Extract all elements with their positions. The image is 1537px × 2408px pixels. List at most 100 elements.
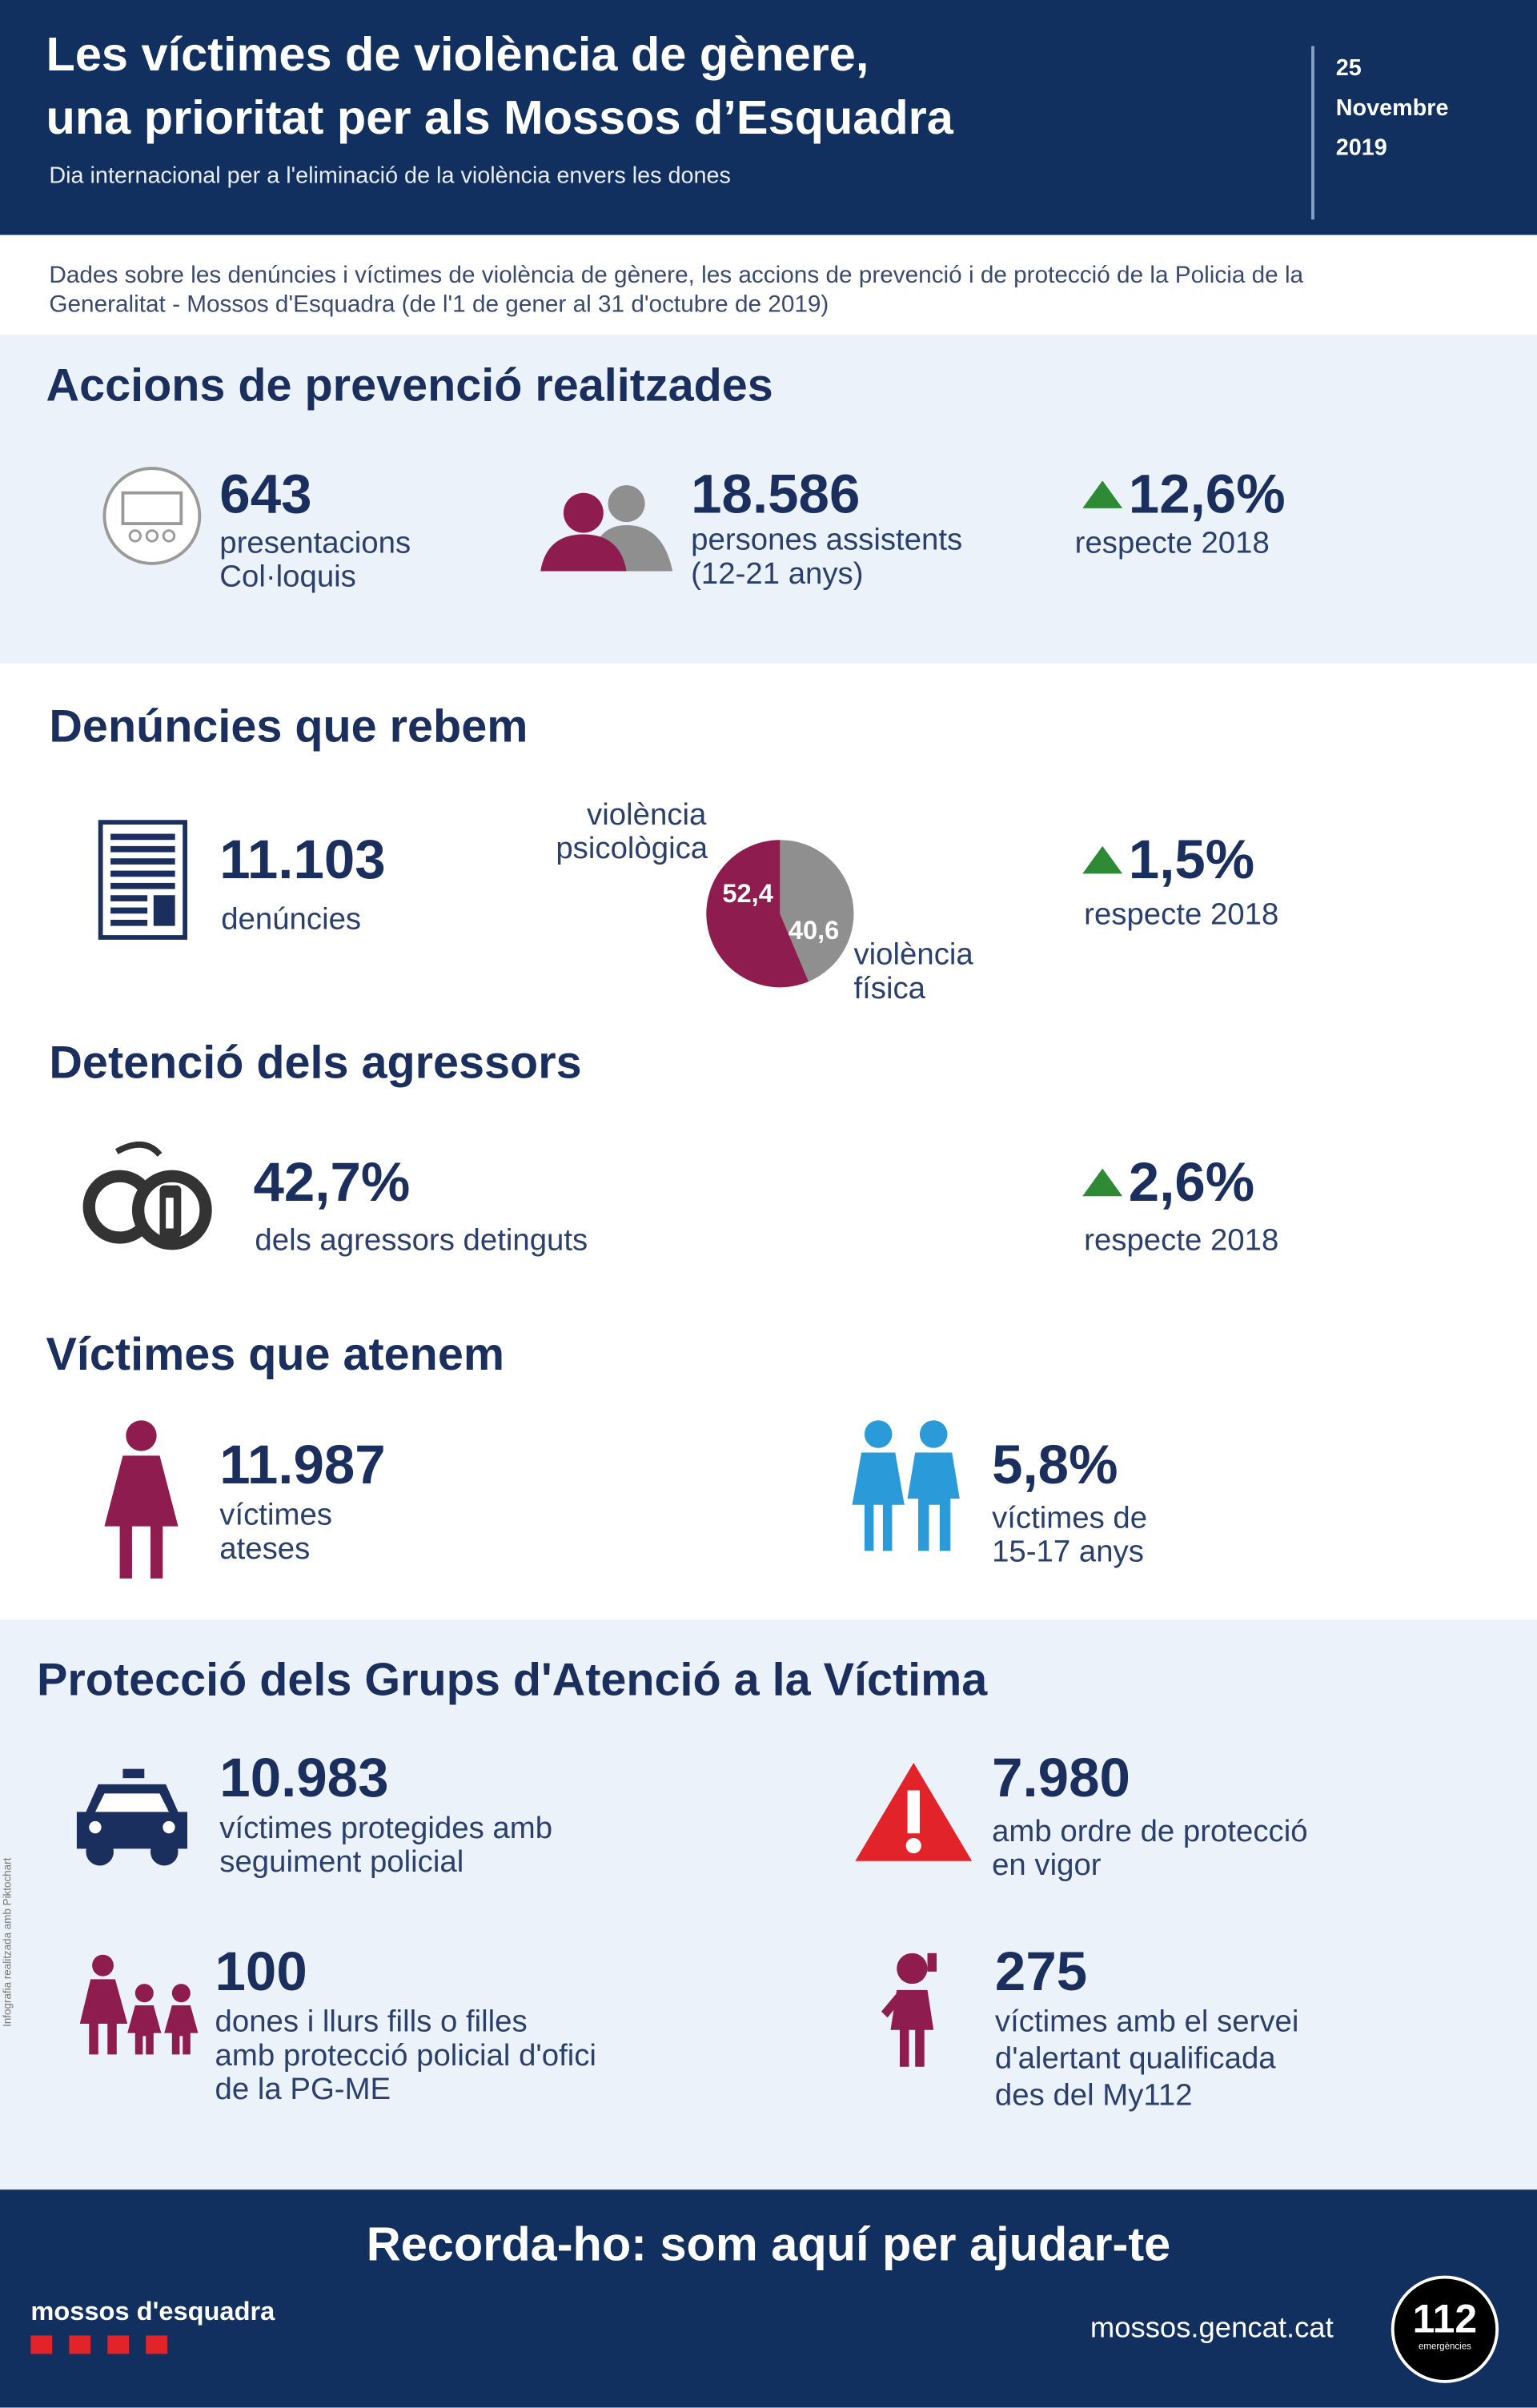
decoration	[881, 1993, 901, 2018]
badge-number: 112	[1412, 2295, 1478, 2342]
woman-icon	[104, 1420, 179, 1579]
decoration	[86, 1837, 114, 1866]
pie-value-label: 52,4	[722, 878, 773, 908]
decoration	[121, 491, 183, 525]
date-line: Novembre	[1335, 94, 1449, 122]
date-line: 25	[1335, 55, 1362, 82]
up-arrow	[1082, 845, 1123, 874]
section-bg	[0, 1619, 1537, 2190]
stat-value: 42,7%	[253, 1150, 411, 1214]
section-heading: Protecció dels Grups d'Atenció a la Víct…	[37, 1655, 988, 1707]
url[interactable]: mossos.gencat.cat	[1090, 2312, 1334, 2345]
pie-slice	[780, 840, 854, 982]
pie-slice	[706, 840, 809, 988]
brand: mossos d'esquadra	[30, 2297, 275, 2326]
pie-label: violència psicològica	[556, 798, 708, 865]
people-icon	[540, 485, 673, 572]
title-line: Les víctimes de violència de gènere,	[46, 27, 869, 82]
stat-value: 2,6%	[1082, 1151, 1254, 1214]
warning-icon	[855, 1762, 973, 1861]
stat-text: persones assistents	[691, 524, 963, 558]
decoration	[608, 485, 645, 523]
decoration	[890, 1989, 934, 2067]
divider	[1311, 46, 1314, 220]
decoration	[110, 907, 148, 914]
decoration	[110, 858, 175, 865]
date: 25 Novembre 2019	[1336, 49, 1449, 169]
decoration	[563, 492, 604, 533]
pie-label-line: violència	[853, 937, 973, 973]
decoration	[110, 845, 175, 853]
stat-value: 12,6%	[1082, 462, 1286, 525]
decoration	[164, 2005, 199, 2055]
decoration	[110, 895, 148, 901]
decoration	[919, 1420, 948, 1448]
handcuffs-icon	[82, 1142, 212, 1250]
stat-text: víctimes amb el servei	[994, 2005, 1299, 2040]
decoration	[927, 1952, 937, 1972]
decoration	[128, 529, 142, 543]
teens-icon	[852, 1420, 960, 1551]
stat-text: respecte 2018	[1074, 526, 1270, 561]
stat-text: víctimes protegides amb	[219, 1812, 553, 1846]
stat-value: 1,5%	[1082, 829, 1254, 891]
decoration	[110, 882, 175, 889]
subtitle: Dia internacional per a l'eliminació de …	[49, 163, 731, 189]
change-value: 1,5%	[1128, 827, 1255, 891]
decoration	[905, 1837, 921, 1854]
decoration	[126, 1420, 157, 1451]
stat-text: denúncies	[221, 902, 362, 937]
credit: Infografia realitzada amb Piktochart	[2, 1857, 14, 2027]
title-line: una prioritat per als Mossos d’Esquadra	[46, 90, 953, 145]
section-heading: Víctimes que atenem	[46, 1330, 505, 1381]
decoration	[852, 1452, 905, 1551]
decoration	[864, 1420, 893, 1448]
phone-woman-icon	[881, 1952, 937, 2067]
section-bg	[0, 335, 1537, 664]
decoration	[92, 1954, 114, 1977]
pie-value-label: 40,6	[789, 915, 839, 945]
pie-label-line: física	[853, 972, 926, 1006]
section-heading: Denúncies que rebem	[49, 701, 528, 752]
stat-text: dels agressors detinguts	[255, 1223, 588, 1258]
stat-text: de la PG-ME	[215, 2073, 391, 2107]
stat-value: 10.983	[219, 1745, 389, 1809]
stat-value: 7.980	[992, 1745, 1130, 1809]
change-value: 12,6%	[1128, 462, 1286, 525]
stat-text: (12-21 anys)	[691, 557, 864, 592]
footer-message: Recorda-ho: som aquí per ajudar-te	[366, 2217, 1171, 2271]
stat-value: 100	[215, 1939, 307, 2003]
decoration	[146, 2335, 168, 2354]
footer	[0, 2189, 1537, 2408]
decoration	[94, 1793, 169, 1812]
pie-label: violència física	[853, 938, 973, 1005]
decoration	[69, 2335, 91, 2354]
stat-value: 11.987	[219, 1432, 386, 1496]
decoration	[907, 1452, 960, 1551]
stat-text: amb protecció policial d'ofici	[215, 2039, 596, 2073]
decoration	[163, 1820, 175, 1834]
decoration	[30, 2335, 53, 2354]
stat-text: víctimes	[219, 1499, 332, 1533]
stat-text: respecte 2018	[1084, 898, 1279, 933]
stat-text: des del My112	[994, 2079, 1193, 2113]
stat-value: 18.586	[691, 462, 861, 525]
police-car-icon	[76, 1768, 188, 1866]
stat-text: ateses	[219, 1532, 311, 1567]
document-icon	[98, 820, 188, 940]
brand-squares	[30, 2334, 168, 2362]
stat-text: seguiment policial	[219, 1845, 464, 1880]
family-icon	[79, 1954, 199, 2055]
decoration	[907, 1790, 920, 1834]
decoration	[171, 1984, 191, 2003]
decoration	[110, 833, 175, 926]
stat-text: dones i llurs fills o filles	[215, 2005, 528, 2040]
decoration	[166, 1198, 174, 1229]
header	[0, 0, 1537, 235]
decoration	[540, 534, 627, 572]
stat-text: d'alertant qualificada	[994, 2042, 1276, 2077]
up-arrow	[1082, 1168, 1123, 1197]
